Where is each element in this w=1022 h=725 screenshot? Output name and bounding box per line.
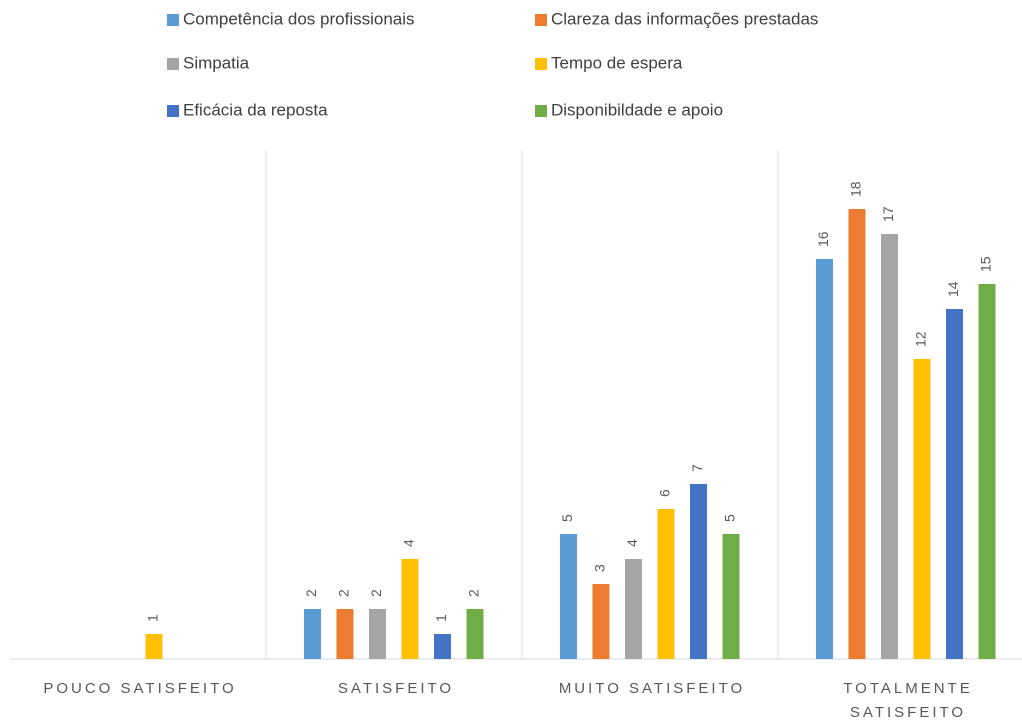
- data-label: 4: [401, 539, 417, 547]
- bar: [592, 584, 610, 659]
- x-tick-label: POUCO SATISFEITO: [43, 680, 237, 697]
- data-label: 17: [880, 206, 896, 222]
- bar: [401, 559, 419, 659]
- data-label: 2: [466, 589, 482, 597]
- data-label: 12: [913, 331, 929, 347]
- data-label: 16: [815, 231, 831, 247]
- bar: [816, 259, 833, 659]
- data-label: 1: [145, 614, 161, 622]
- data-label: 18: [848, 181, 864, 197]
- legend-label: Disponibildade e apoio: [551, 100, 723, 119]
- x-tick-label: TOTALMENTE SATISFEITO: [843, 680, 973, 721]
- bar: [848, 209, 866, 659]
- bar: [434, 634, 451, 659]
- bar: [690, 484, 707, 659]
- bar: [657, 509, 675, 659]
- legend-swatch: [167, 105, 179, 117]
- legend-swatch: [535, 14, 547, 26]
- data-label: 14: [945, 281, 961, 297]
- legend-swatch: [167, 14, 179, 26]
- bar: [913, 359, 931, 659]
- bar: [881, 234, 898, 659]
- bar: [625, 559, 642, 659]
- data-label: 6: [657, 489, 673, 497]
- bar: [466, 609, 484, 659]
- legend-swatch: [535, 58, 547, 70]
- x-tick-label: MUITO SATISFEITO: [558, 680, 746, 697]
- bar: [369, 609, 386, 659]
- bar: [946, 309, 963, 659]
- bar: [978, 284, 996, 659]
- bar: [560, 534, 577, 659]
- bar: [336, 609, 354, 659]
- legend-swatch: [535, 105, 547, 117]
- data-label: 2: [336, 589, 352, 597]
- data-label: 1: [433, 614, 449, 622]
- legend-swatch: [167, 58, 179, 70]
- data-label: 5: [722, 514, 738, 522]
- legend-label: Competência dos profissionais: [183, 9, 415, 28]
- data-label: 15: [978, 256, 994, 272]
- legend-label: Simpatia: [183, 53, 250, 72]
- data-label: 7: [689, 464, 705, 472]
- bar: [304, 609, 321, 659]
- bar: [722, 534, 740, 659]
- data-label: 3: [592, 564, 608, 572]
- x-tick-label: SATISFEITO: [337, 680, 455, 697]
- legend-label: Clareza das informações prestadas: [551, 9, 818, 28]
- data-label: 2: [303, 589, 319, 597]
- legend-label: Tempo de espera: [551, 53, 683, 72]
- legend-label: Eficácia da reposta: [183, 100, 328, 119]
- bar: [145, 634, 163, 659]
- data-label: 2: [368, 589, 384, 597]
- data-label: 4: [624, 539, 640, 547]
- data-label: 5: [559, 514, 575, 522]
